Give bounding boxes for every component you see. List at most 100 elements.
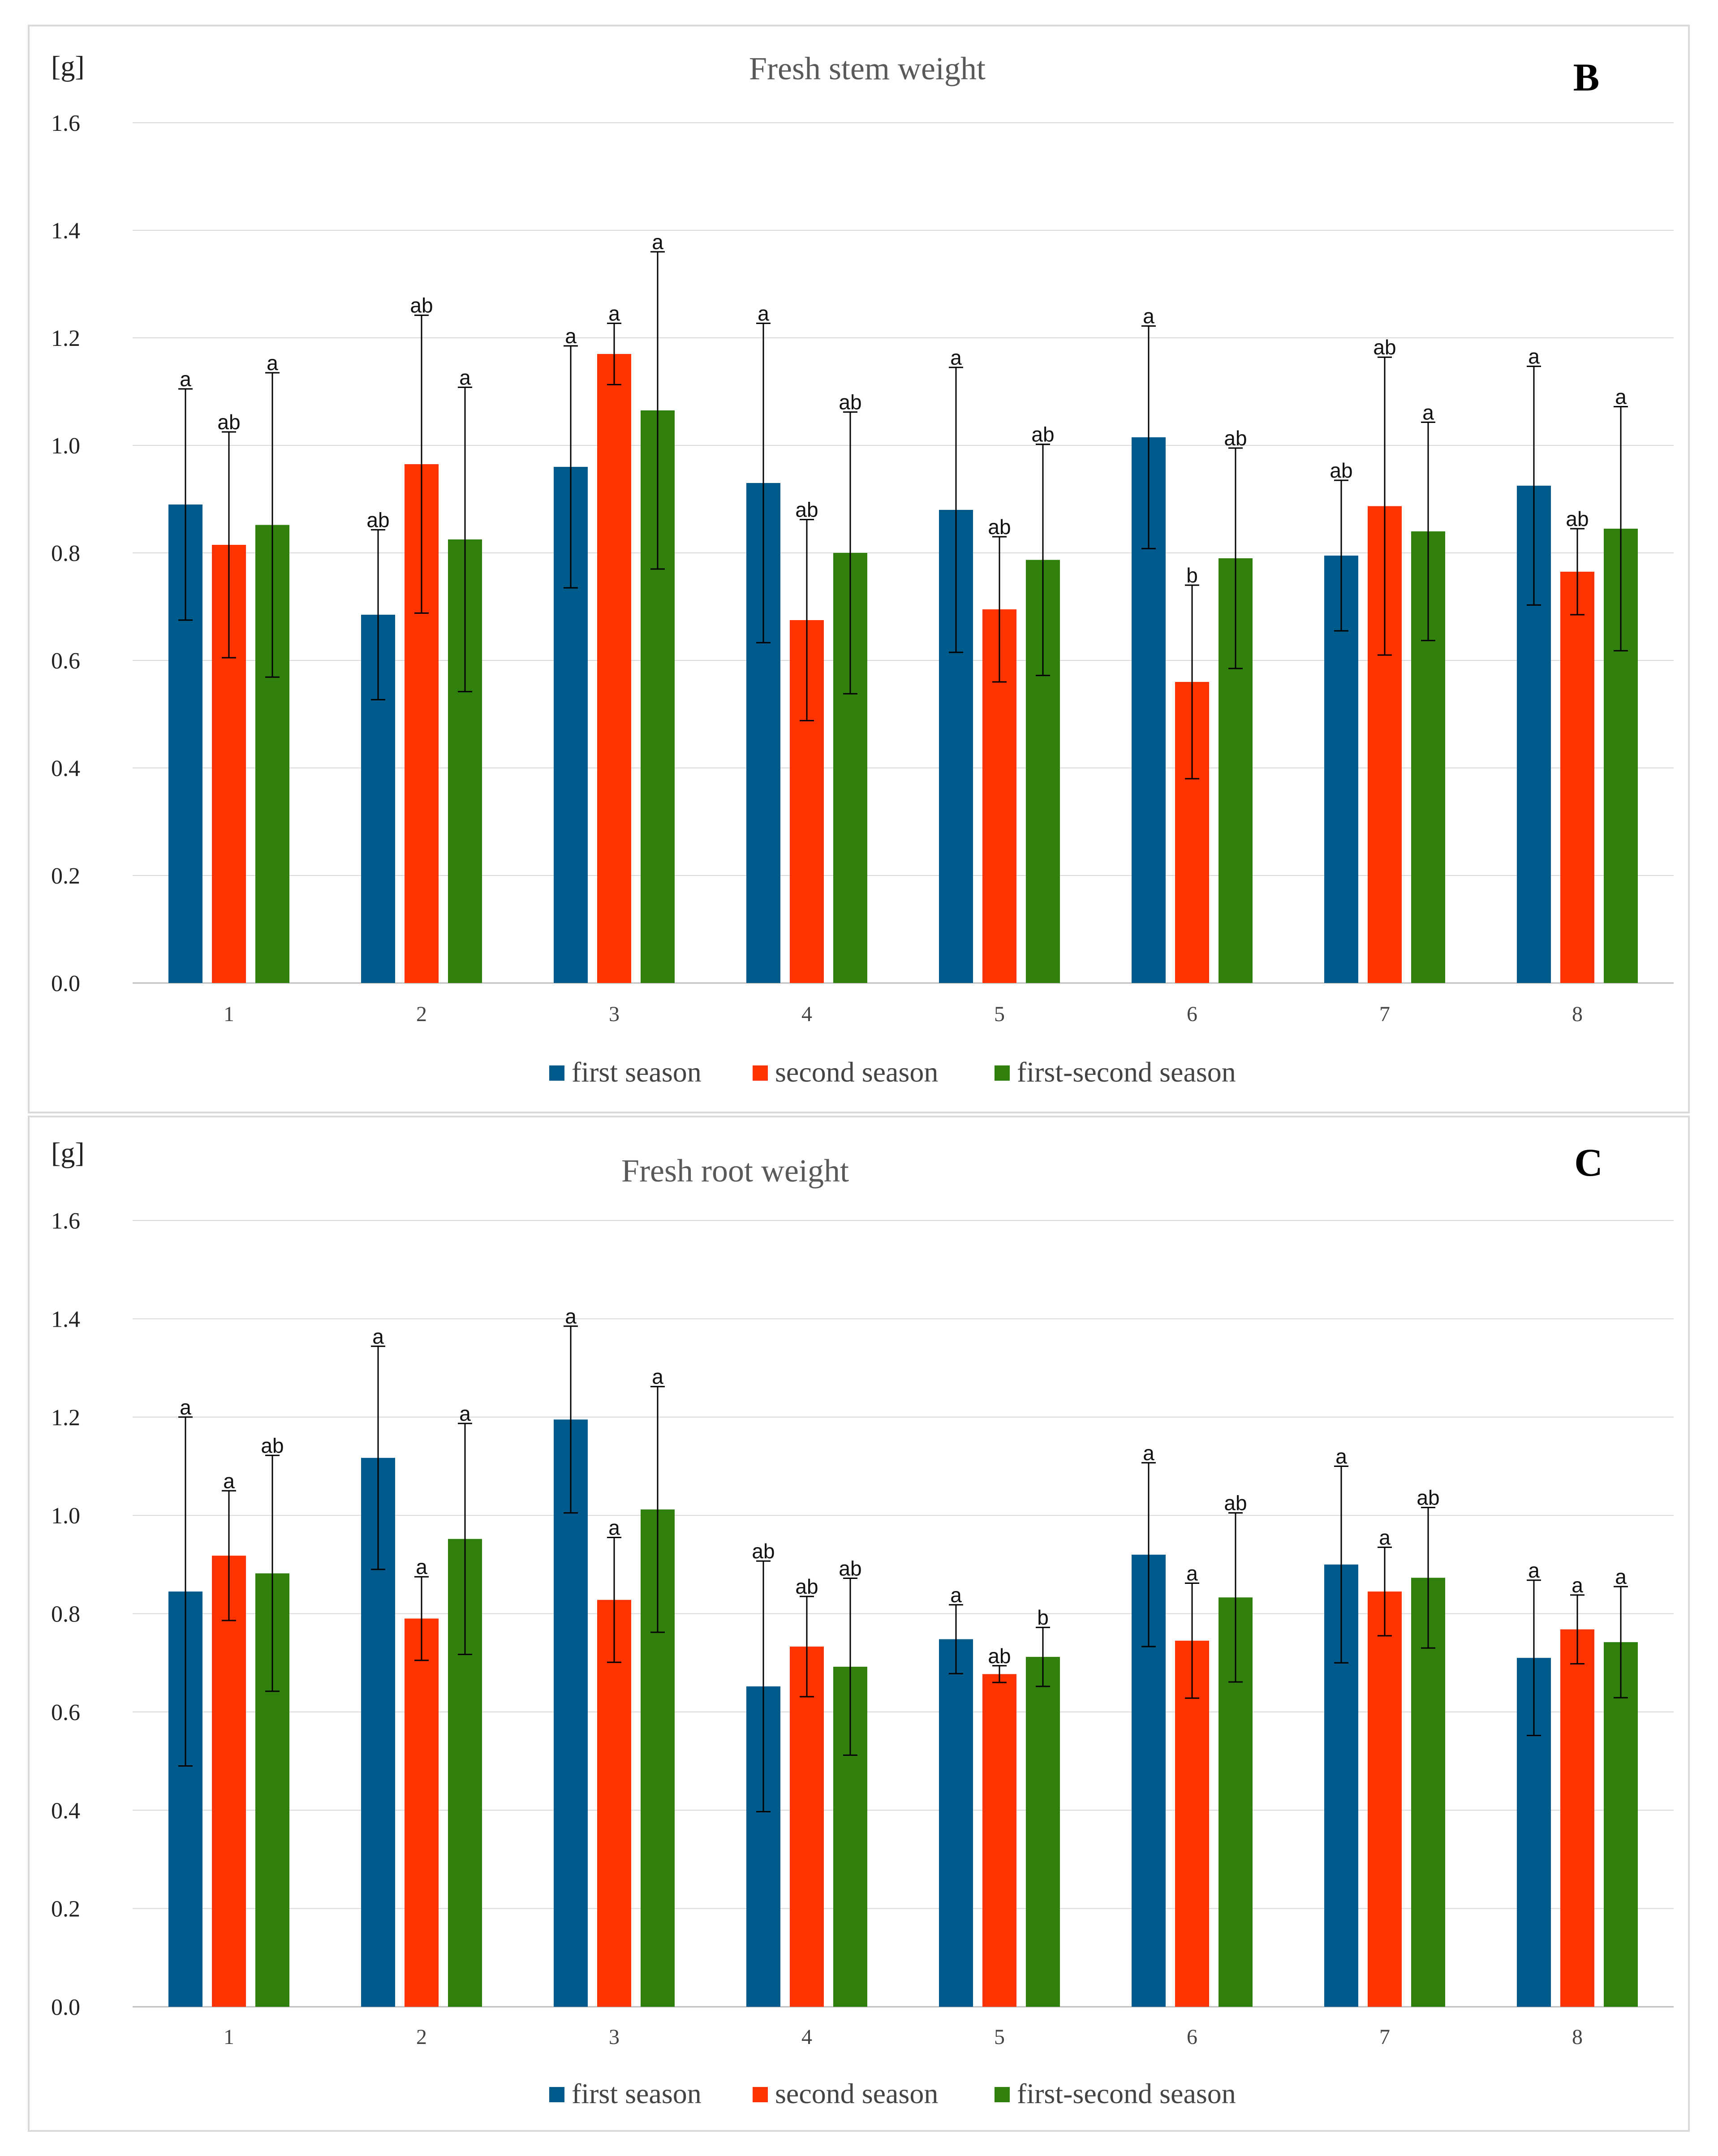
x-tick-label: 6 (1187, 1002, 1197, 1026)
legend-label-second: second season (775, 1056, 938, 1088)
significance-letter: ab (988, 515, 1011, 539)
significance-letter: a (950, 346, 962, 369)
legend-label-second: second season (775, 2078, 938, 2109)
legend-swatch-second (753, 1065, 768, 1081)
y-tick-label: 0.2 (51, 1897, 80, 1922)
significance-letter: b (1186, 564, 1198, 587)
y-unit-label: [g] (51, 1137, 85, 1169)
y-tick-label: 1.4 (51, 218, 80, 244)
x-tick-label: 2 (416, 1002, 427, 1026)
legend-label-first: first season (572, 1056, 702, 1088)
significance-letter: a (223, 1469, 235, 1492)
significance-letter: a (608, 302, 620, 325)
bar (1604, 1642, 1638, 2007)
significance-letter: a (565, 324, 577, 348)
chart-panel-c: 0.0 0.2 0.4 0.6 0.8 1.0 1.2 1.4 1.6 [g] Fresh root… (28, 1116, 1690, 2132)
y-tick-label: 0.4 (51, 1798, 80, 1824)
x-tick-label: 6 (1187, 2025, 1197, 2049)
significance-letter: a (1528, 1559, 1540, 1582)
x-tick-label: 3 (609, 2025, 620, 2049)
y-tick-label: 0.0 (51, 971, 80, 996)
chart-svg-b: 0.0 0.2 0.4 0.6 0.8 1.0 1.2 1.4 1.6 [g] Fresh stem… (51, 50, 1674, 1088)
x-tick-label: 2 (416, 2025, 427, 2049)
significance-letter: a (1143, 1441, 1154, 1465)
significance-letter: b (1037, 1606, 1049, 1629)
significance-letter: a (1528, 345, 1540, 368)
significance-letter: a (758, 302, 769, 325)
y-unit-label: [g] (51, 50, 85, 82)
significance-letter: a (459, 366, 471, 389)
significance-letter: a (267, 351, 278, 375)
x-tick-label: 4 (801, 1002, 812, 1026)
significance-letter: a (180, 1396, 191, 1419)
legend-swatch-firstsecond (995, 1065, 1010, 1081)
chart-svg-c: 0.0 0.2 0.4 0.6 0.8 1.0 1.2 1.4 1.6 [g] Fresh root… (51, 1137, 1674, 2109)
significance-letter: a (652, 230, 663, 254)
significance-letter: a (372, 1325, 384, 1348)
x-tick-label: 5 (994, 1002, 1005, 1026)
bar (554, 1419, 588, 2007)
y-tick-label: 1.6 (51, 111, 80, 136)
significance-letter: a (1335, 1445, 1347, 1468)
significance-letter: a (652, 1365, 663, 1388)
y-tick-label: 0.6 (51, 1700, 80, 1725)
legend-swatch-firstsecond (995, 2087, 1010, 2102)
y-tick-label: 1.2 (51, 326, 80, 351)
significance-letter: a (1422, 401, 1434, 424)
bar (1411, 1578, 1445, 2007)
chart-title: Fresh stem weight (749, 51, 986, 86)
x-tick-label: 3 (609, 1002, 620, 1026)
significance-letter: a (1379, 1526, 1391, 1549)
significance-letter: ab (366, 508, 389, 531)
panel-label: B (1573, 56, 1600, 99)
significance-letter: ab (839, 391, 861, 414)
legend-label-first: first season (572, 2078, 702, 2109)
y-tick-label: 0.0 (51, 1995, 80, 2020)
significance-letter: ab (752, 1539, 775, 1563)
bar (405, 1618, 439, 2007)
significance-letter: a (416, 1555, 427, 1578)
bar (1175, 1640, 1209, 2007)
significance-letter: ab (410, 294, 433, 317)
significance-letter: ab (217, 410, 240, 434)
significance-letter: ab (795, 1575, 818, 1598)
bar (939, 1639, 973, 2007)
significance-letter: a (1572, 1574, 1583, 1597)
significance-letter: ab (1373, 336, 1396, 359)
y-tick-label: 0.2 (51, 863, 80, 889)
bar (597, 354, 631, 983)
y-tick-label: 0.8 (51, 541, 80, 566)
y-tick-label: 1.4 (51, 1307, 80, 1332)
significance-letter: a (1615, 385, 1627, 409)
x-tick-label: 8 (1572, 2025, 1583, 2049)
bar (982, 1674, 1016, 2007)
significance-letter: a (1615, 1565, 1627, 1588)
x-tick-label: 8 (1572, 1002, 1583, 1026)
legend-swatch-second (753, 2087, 768, 2102)
y-tick-label: 0.6 (51, 648, 80, 674)
x-tick-label: 1 (224, 1002, 234, 1026)
significance-letter: ab (1330, 459, 1352, 482)
significance-letter: ab (988, 1644, 1011, 1668)
x-tick-label: 1 (224, 2025, 234, 2049)
significance-letter: ab (1224, 427, 1247, 450)
significance-letter: a (1186, 1561, 1198, 1585)
bar (1368, 1591, 1402, 2007)
bar (790, 1646, 824, 2007)
x-tick-label: 7 (1379, 2025, 1390, 2049)
y-tick-label: 1.0 (51, 433, 80, 459)
significance-letter: ab (1566, 507, 1589, 530)
y-tick-label: 0.8 (51, 1602, 80, 1627)
chart-title: Fresh root weight (621, 1153, 849, 1189)
legend-label-firstsecond: first-second season (1017, 2078, 1236, 2109)
significance-letter: a (1143, 305, 1154, 328)
significance-letter: ab (1224, 1492, 1247, 1515)
significance-letter: a (459, 1402, 471, 1425)
significance-letter: ab (795, 498, 818, 522)
legend-label-firstsecond: first-second season (1017, 1056, 1236, 1088)
significance-letter: ab (839, 1557, 861, 1580)
significance-letter: ab (1417, 1486, 1439, 1509)
x-tick-label: 4 (801, 2025, 812, 2049)
bar (212, 1556, 246, 2007)
y-tick-label: 1.6 (51, 1208, 80, 1234)
